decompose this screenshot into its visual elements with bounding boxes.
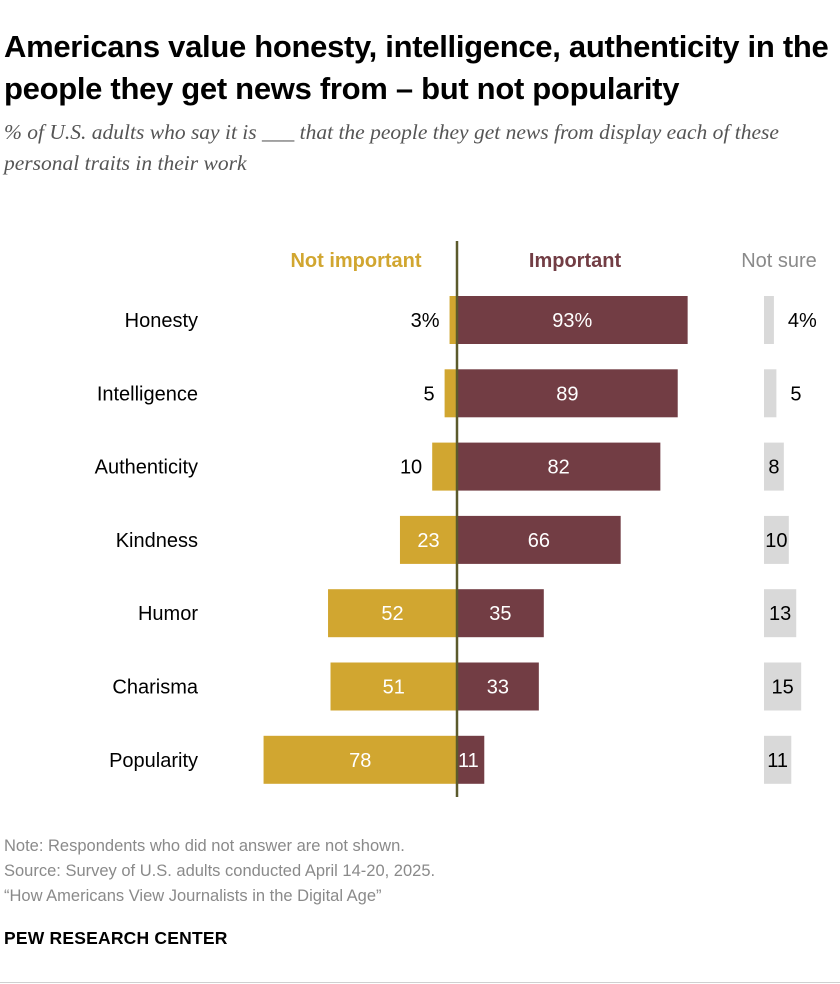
chart-rows: Honesty 3% 93% 4% Intelligence 5 89 5 Authentici… <box>95 296 817 784</box>
bar-not-sure-kindness <box>764 515 789 564</box>
category-label-authenticity: Authenticity <box>95 457 198 479</box>
category-label-charisma: Charisma <box>112 677 198 699</box>
label-not-important-intelligence: 5 <box>423 383 434 405</box>
label-not-important-honesty: 3% <box>411 310 440 332</box>
label-important-popularity: 11 <box>458 750 479 772</box>
bar-not-important-honesty <box>449 296 457 344</box>
label-important-honesty: 93% <box>552 310 592 332</box>
bar-not-important-authenticity <box>432 442 457 491</box>
label-not-sure-intelligence: 5 <box>790 383 801 405</box>
note-text: Note: Respondents who did not answer are… <box>4 837 405 855</box>
row-popularity: Popularity 78 11 11 <box>109 735 792 784</box>
label-not-sure-humor: 13 <box>769 603 791 625</box>
chart-subtitle: % of U.S. adults who say it is ___ that … <box>4 120 779 175</box>
bar-important-humor <box>457 589 544 638</box>
label-not-sure-kindness: 10 <box>765 530 787 552</box>
bar-not-important-humor <box>328 589 457 638</box>
legend: Not important Important Not sure <box>290 250 816 272</box>
bar-important-charisma <box>457 662 539 711</box>
bar-important-intelligence <box>457 369 678 418</box>
legend-not-important: Not important <box>290 250 421 272</box>
label-not-sure-honesty: 4% <box>788 310 817 332</box>
category-label-intelligence: Intelligence <box>97 383 198 405</box>
bar-not-important-kindness <box>399 515 457 564</box>
label-important-authenticity: 82 <box>548 457 570 479</box>
category-label-humor: Humor <box>138 603 198 625</box>
label-important-humor: 35 <box>489 603 511 625</box>
brand-logo-text: PEW RESEARCH CENTER <box>4 928 228 948</box>
row-charisma: Charisma 51 33 15 <box>112 662 802 711</box>
label-not-important-popularity: 78 <box>349 750 371 772</box>
bar-not-important-charisma <box>330 662 457 711</box>
bar-not-sure-humor <box>764 589 797 638</box>
row-intelligence: Intelligence 5 89 5 <box>97 369 802 418</box>
label-not-important-humor: 52 <box>381 603 403 625</box>
diverging-bar-chart: Not important Important Not sure Honesty… <box>95 241 817 797</box>
bar-not-important-popularity <box>263 735 457 784</box>
bar-not-sure-popularity <box>764 735 792 784</box>
chart-title: Americans value honesty, intelligence, a… <box>4 29 829 106</box>
label-not-important-kindness: 23 <box>417 530 439 552</box>
label-not-sure-authenticity: 8 <box>768 457 779 479</box>
source-text: Source: Survey of U.S. adults conducted … <box>4 862 436 880</box>
bar-important-kindness <box>457 515 621 564</box>
legend-important: Important <box>529 250 622 272</box>
bar-not-sure-authenticity <box>764 442 784 491</box>
category-label-honesty: Honesty <box>125 310 198 332</box>
label-important-intelligence: 89 <box>556 383 578 405</box>
row-authenticity: Authenticity 10 82 8 <box>95 442 784 491</box>
bar-not-important-intelligence <box>444 369 457 418</box>
footnotes: Note: Respondents who did not answer are… <box>4 834 435 909</box>
bar-important-authenticity <box>457 442 661 491</box>
bottom-divider <box>0 982 840 983</box>
row-honesty: Honesty 3% 93% 4% <box>125 296 817 344</box>
label-important-charisma: 33 <box>487 677 509 699</box>
bar-not-sure-charisma <box>764 662 802 711</box>
bar-not-sure-intelligence <box>764 369 777 418</box>
legend-not-sure: Not sure <box>741 250 817 272</box>
label-not-important-charisma: 51 <box>383 677 405 699</box>
bar-important-popularity <box>457 735 485 784</box>
row-humor: Humor 52 35 13 <box>138 589 797 638</box>
category-label-kindness: Kindness <box>116 530 198 552</box>
bar-important-honesty <box>457 296 688 344</box>
report-text: “How Americans View Journalists in the D… <box>4 887 382 905</box>
category-label-popularity: Popularity <box>109 750 198 772</box>
label-not-sure-charisma: 15 <box>771 677 793 699</box>
label-important-kindness: 66 <box>528 530 550 552</box>
label-not-important-authenticity: 10 <box>400 457 422 479</box>
row-kindness: Kindness 23 66 10 <box>116 515 789 564</box>
bar-not-sure-honesty <box>764 296 774 344</box>
label-not-sure-popularity: 11 <box>767 750 788 772</box>
